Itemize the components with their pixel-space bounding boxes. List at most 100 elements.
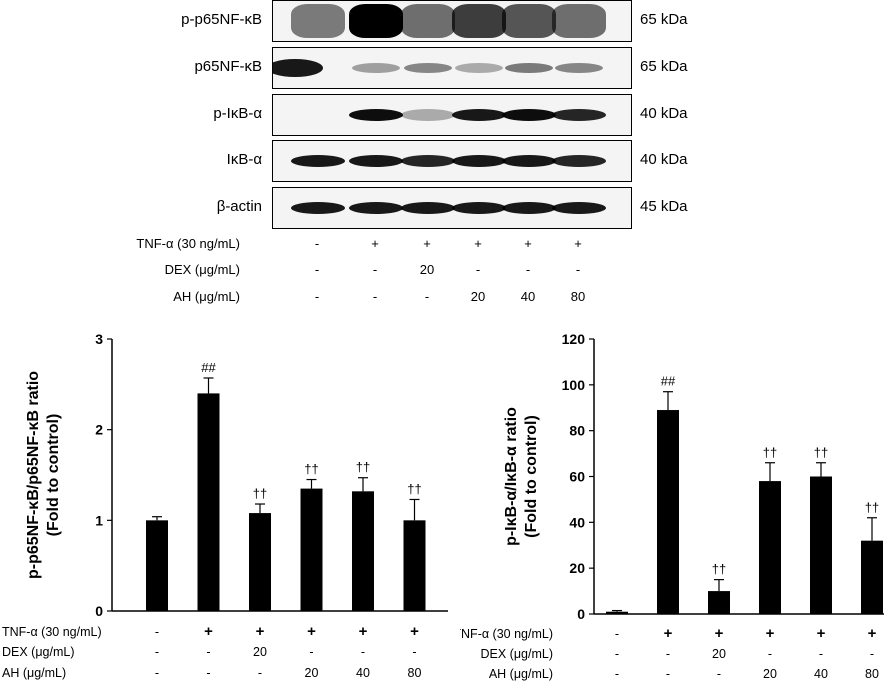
treatment-label: TNF-α (30 ng/mL): [460, 627, 553, 641]
treatment-value: -: [258, 666, 262, 680]
bar: [300, 488, 323, 611]
blot-band: [291, 155, 345, 167]
treatment-value: +: [371, 236, 379, 251]
blot-band: [452, 155, 506, 167]
treatment-value: -: [361, 645, 365, 659]
treatment-label: DEX (μg/mL): [164, 262, 240, 277]
significance-marker: ††: [304, 462, 318, 477]
significance-marker: ##: [201, 360, 216, 375]
significance-marker: ††: [814, 445, 828, 460]
blot-band: [452, 4, 506, 38]
treatment-value: +: [256, 623, 265, 640]
treatment-value: 20: [305, 666, 319, 680]
bar: [657, 410, 679, 614]
blot-band: [505, 63, 553, 73]
treatment-value: +: [524, 236, 532, 251]
blot-band: [452, 109, 506, 121]
bar: [759, 481, 781, 614]
blot-row-label: β-actin: [216, 198, 262, 215]
treatment-value: 20: [419, 262, 435, 277]
blot-band: [552, 109, 606, 121]
blot-band: [455, 63, 503, 73]
bar: [352, 491, 374, 611]
y-tick-label: 0: [577, 606, 585, 622]
blot-row-label: p-p65NF-κB: [181, 11, 262, 28]
y-tick-label: 60: [569, 469, 585, 485]
treatment-value: -: [412, 645, 416, 659]
treatment-value: +: [817, 625, 826, 642]
blot-band: [502, 4, 556, 38]
blot-band: [552, 202, 606, 214]
treatment-value: +: [204, 623, 213, 640]
blot-row-label: p-IκB-α: [213, 105, 262, 122]
y-axis-label: p-p65NF-κB/p65NF-κB ratio: [25, 371, 42, 579]
treatment-value: 40: [814, 667, 828, 681]
blot-band: [401, 155, 455, 167]
treatment-label: AH (μg/mL): [2, 666, 66, 680]
treatment-value: +: [423, 236, 431, 251]
treatment-value: -: [314, 236, 320, 251]
blot-band: [401, 109, 455, 121]
treatment-value: -: [314, 289, 320, 304]
bar: [606, 611, 628, 614]
y-axis-label: (Fold to control): [45, 414, 62, 537]
blot-kda-label: 40 kDa: [640, 105, 688, 122]
treatment-value: 80: [408, 666, 422, 680]
treatment-value: 20: [253, 645, 267, 659]
blot-strip: [272, 94, 632, 136]
blot-band: [349, 155, 403, 167]
treatment-value: -: [206, 666, 210, 680]
blot-band: [404, 63, 452, 73]
treatment-value: -: [525, 262, 531, 277]
treatment-value: -: [372, 262, 378, 277]
treatment-value: +: [574, 236, 582, 251]
treatment-value: 40: [356, 666, 370, 680]
blot-row-label: p65NF-κB: [194, 58, 262, 75]
y-tick-label: 2: [95, 422, 103, 438]
treatment-value: 20: [763, 667, 777, 681]
blot-kda-label: 65 kDa: [640, 11, 688, 28]
y-tick-label: 40: [569, 514, 585, 530]
bar: [249, 513, 271, 611]
treatment-value: +: [307, 623, 316, 640]
blot-band: [552, 155, 606, 167]
blot-band: [349, 202, 403, 214]
blot-band: [452, 202, 506, 214]
y-tick-label: 20: [569, 560, 585, 576]
treatment-value: +: [868, 625, 877, 642]
y-tick-label: 100: [562, 377, 586, 393]
treatment-value: 80: [570, 289, 586, 304]
treatment-label: AH (μg/mL): [489, 667, 553, 681]
blot-strip: [272, 187, 632, 229]
significance-marker: ††: [865, 500, 879, 515]
treatment-value: -: [768, 647, 772, 661]
y-axis-label: (Fold to control): [523, 415, 540, 538]
treatment-value: -: [819, 647, 823, 661]
treatment-value: +: [474, 236, 482, 251]
treatment-label: TNF-α (30 ng/mL): [2, 625, 102, 639]
treatment-value: 80: [865, 667, 879, 681]
significance-marker: ††: [763, 445, 777, 460]
blot-kda-label: 65 kDa: [640, 58, 688, 75]
blot-band: [502, 109, 556, 121]
blot-band: [401, 202, 455, 214]
y-tick-label: 3: [95, 331, 103, 347]
treatment-value: -: [314, 262, 320, 277]
treatment-value: 40: [520, 289, 536, 304]
y-tick-label: 80: [569, 423, 585, 439]
treatment-value: -: [206, 645, 210, 659]
treatment-value: -: [155, 645, 159, 659]
blot-row-label: IκB-α: [226, 151, 262, 168]
treatment-value: +: [359, 623, 368, 640]
y-tick-label: 1: [95, 512, 103, 528]
blot-band: [349, 4, 403, 38]
treatment-value: +: [715, 625, 724, 642]
significance-marker: ††: [407, 481, 421, 496]
blot-band: [291, 202, 345, 214]
blot-band: [352, 63, 400, 73]
blot-strip: [272, 0, 632, 42]
treatment-value: -: [615, 667, 619, 681]
significance-marker: ††: [356, 460, 370, 475]
blot-band: [552, 4, 606, 38]
treatment-value: -: [870, 647, 874, 661]
